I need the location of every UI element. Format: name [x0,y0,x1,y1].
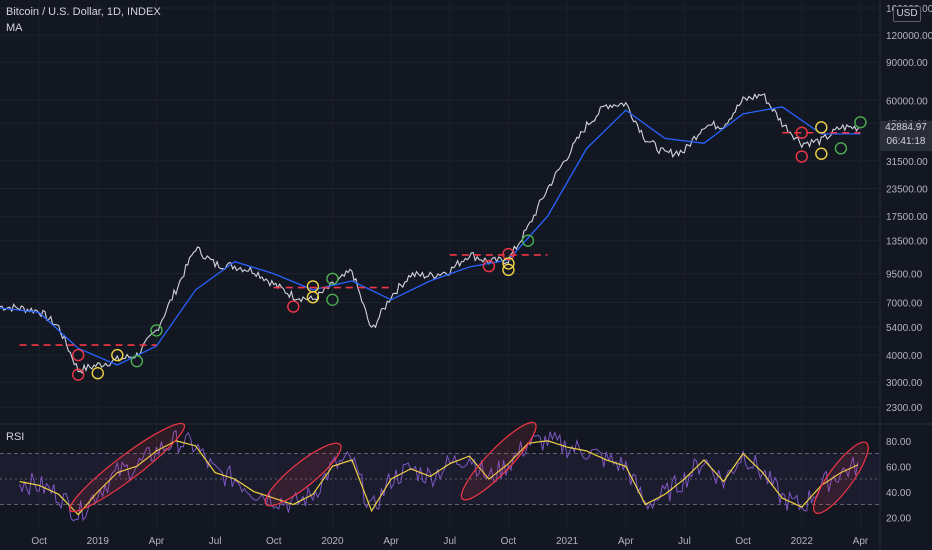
ma-legend[interactable]: MA [6,22,23,34]
signal-circle [111,348,124,362]
signal-circle [502,247,515,261]
price-axis[interactable]: 160000.00120000.0090000.0060000.0047000.… [886,4,932,414]
signal-circle [91,367,104,380]
currency-badge[interactable]: USD [893,6,921,22]
rsi-highlight-ellipse [813,441,869,514]
time-tick-label: Oct [31,536,47,547]
rsi-pane: 80.00 60.00 40.00 20.00 [0,421,911,524]
time-tick-label: Oct [501,536,517,547]
symbol-legend[interactable]: Bitcoin / U.S. Dollar, 1D, INDEX [6,6,161,18]
time-axis[interactable]: Oct 2019 Apr Jul Oct 2020 Apr Jul Oct 2021 Apr Jul O… [31,536,869,547]
time-tick-label: Oct [266,536,282,547]
signal-circle [326,272,339,285]
price-tick-label: 90000.00 [886,58,928,69]
rsi-line [19,429,859,522]
price-line [0,92,861,374]
rsi-highlight-ellipse [460,421,537,501]
price-tick-label: 3000.00 [886,378,923,389]
rsi-legend[interactable]: RSI [6,431,25,443]
signal-circle [306,291,320,304]
time-tick-label: Jul [443,536,456,547]
signal-circle [482,259,496,273]
rsi-highlight-ellipse [264,442,342,507]
rsi-tick-label: 20.00 [886,513,911,524]
price-tick-label: 5400.00 [886,323,923,334]
time-tick-label: Jul [678,536,691,547]
signal-circle [815,147,828,160]
signal-circle [150,324,163,337]
time-tick-label: Apr [149,536,165,547]
time-tick-label: Apr [853,536,869,547]
signal-circle [521,234,535,247]
price-tick-label: 120000.00 [886,31,932,42]
last-price-tag: 42884.97 06:41:18 [880,121,932,151]
price-tick-label: 7000.00 [886,298,923,309]
signal-circle [287,300,300,313]
signal-circle [502,257,515,270]
price-tick-label: 31500.00 [886,157,928,168]
signal-circle [815,121,828,134]
price-tick-label: 9500.00 [886,270,923,281]
signal-circle [795,126,808,139]
time-tick-label: Oct [735,536,751,547]
signal-circle [326,293,339,306]
rsi-tick-label: 40.00 [886,488,911,499]
price-tick-label: 2300.00 [886,403,923,414]
signal-circle [72,368,85,381]
price-tick-label: 60000.00 [886,96,928,107]
price-series [0,92,861,374]
time-tick-label: 2021 [556,536,579,547]
price-tick-label: 23500.00 [886,184,928,195]
price-tick-label: 17500.00 [886,212,928,223]
time-tick-label: 2020 [321,536,344,547]
rsi-ma-line [19,440,859,516]
time-tick-label: Apr [618,536,634,547]
signal-circle [502,263,515,277]
rsi-highlight-ellipse [69,422,186,513]
signal-circle [854,116,867,129]
price-tick-label: 4000.00 [886,351,923,362]
signal-circle [795,150,808,163]
rsi-tick-label: 60.00 [886,462,911,473]
signal-circle [72,348,85,362]
last-price-value: 42884.97 [885,122,927,133]
time-tick-label: Jul [209,536,222,547]
signal-circle [834,142,848,155]
annotations [19,116,867,381]
time-tick-label: Apr [383,536,399,547]
price-tick-label: 13500.00 [886,237,928,248]
bar-countdown: 06:41:18 [886,136,926,147]
time-tick-label: 2019 [87,536,110,547]
signal-circle [130,354,144,368]
ma-line [0,106,861,366]
time-tick-label: 2022 [791,536,814,547]
rsi-tick-label: 80.00 [886,437,911,448]
signal-circle [306,280,320,293]
